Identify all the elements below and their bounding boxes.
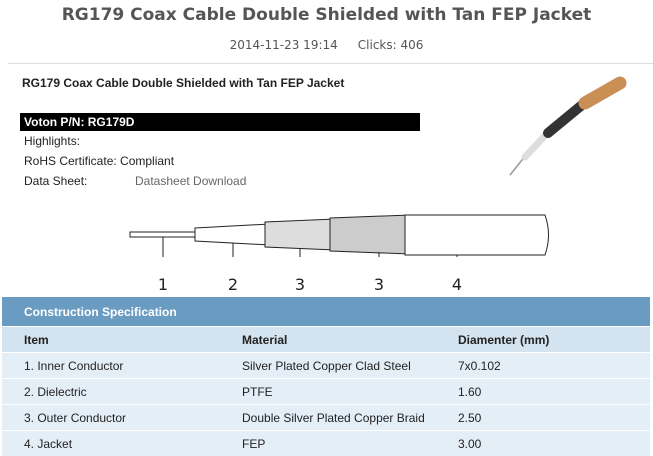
table-cell: 7x0.102 [458,353,650,379]
table-cell: Silver Plated Copper Clad Steel [242,353,458,379]
table-cell: FEP [242,431,458,456]
table-cell: Diamenter (mm) [458,327,650,353]
highlights: Highlights: [24,134,80,148]
table-cell: 3. Outer Conductor [2,405,242,431]
table-cell: Material [242,327,458,353]
table-cell: PTFE [242,379,458,405]
date: 2014-11-23 19:14 [230,38,338,52]
product-photo [470,75,645,190]
part-label: 4 [452,275,462,294]
table-cell: 1.60 [458,379,650,405]
table-cell: Item [2,327,242,353]
table-cell: 4. Jacket [2,431,242,456]
product-name: RG179 Coax Cable Double Shielded with Ta… [22,76,344,90]
table-cell: Double Silver Plated Copper Braid [242,405,458,431]
table-cell: 1. Inner Conductor [2,353,242,379]
part-label: 3 [295,275,305,294]
datasheet-label: Data Sheet: [24,174,87,188]
table-cell: 2. Dielectric [2,379,242,405]
part-label: 3 [374,275,384,294]
part-label: 2 [228,275,238,294]
table-cell: 3.00 [458,431,650,456]
cable-diagram: 1 2 3 3 4 [0,195,653,295]
datasheet-link[interactable]: Datasheet Download [135,174,246,188]
divider [8,63,653,64]
meta: 2014-11-23 19:14 Clicks: 406 [0,38,653,52]
page-title: RG179 Coax Cable Double Shielded with Ta… [0,5,653,25]
table-caption: Construction Specification [2,297,650,327]
part-number: Voton P/N: RG179D [20,113,420,131]
part-label: 1 [158,275,168,294]
rohs: RoHS Certificate: Compliant [24,154,174,168]
clicks: Clicks: 406 [358,38,424,52]
table-cell: 2.50 [458,405,650,431]
